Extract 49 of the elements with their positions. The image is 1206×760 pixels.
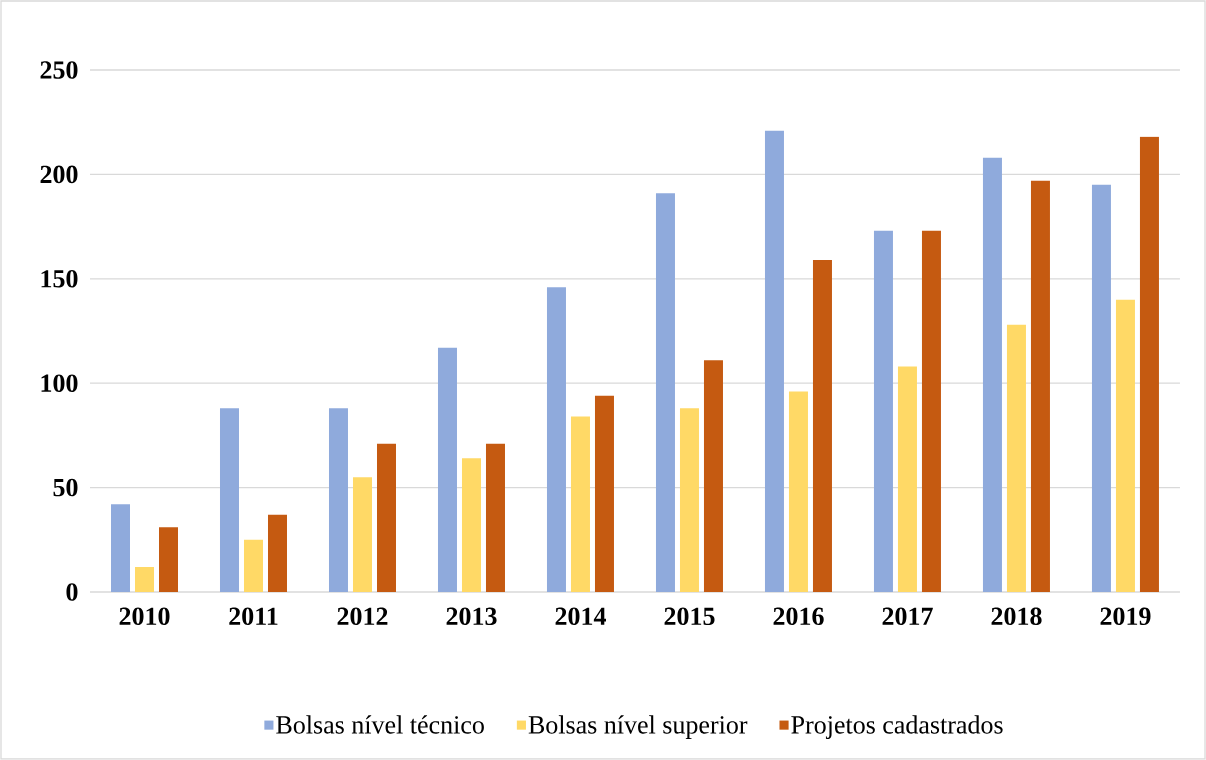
- bar: [352, 477, 372, 592]
- y-tick-label: 0: [66, 583, 78, 601]
- bar: [376, 443, 396, 592]
- bar: [1139, 136, 1159, 592]
- bar: [485, 443, 505, 592]
- bar: [220, 408, 239, 592]
- bar: [437, 347, 457, 592]
- legend-label: Projetos cadastrados: [791, 715, 1003, 739]
- bar: [655, 193, 675, 592]
- bar: [812, 260, 832, 592]
- bar: [788, 391, 808, 592]
- x-tick-label: 2017: [882, 607, 933, 626]
- y-tick-label: 50: [53, 478, 78, 497]
- bar: [546, 287, 566, 592]
- bar: [594, 395, 614, 592]
- bar: [982, 157, 1002, 592]
- bar: [897, 366, 917, 592]
- legend-label: Bolsas nível técnico: [276, 715, 484, 734]
- bar: [268, 514, 287, 592]
- bar: [703, 360, 723, 592]
- x-tick-label: 2018: [991, 607, 1042, 626]
- bar: [921, 230, 941, 592]
- y-tick-label: 150: [41, 270, 78, 288]
- bar: [1030, 180, 1050, 592]
- y-tick-label: 100: [41, 374, 78, 392]
- bar: [111, 504, 130, 592]
- bar: [159, 527, 178, 592]
- bar: [570, 416, 590, 592]
- bar: [135, 566, 154, 592]
- x-tick-label: 2014: [555, 607, 606, 626]
- x-tick-label: 2019: [1100, 607, 1151, 626]
- y-tick-label: 200: [40, 165, 78, 184]
- x-tick-label: 2011: [229, 607, 278, 626]
- x-tick-label: 2012: [337, 607, 388, 626]
- x-tick-label: 2016: [773, 607, 824, 626]
- x-tick-label: 2013: [446, 607, 497, 626]
- y-tick-label: 250: [40, 61, 78, 79]
- legend-label: Bolsas nível superior: [528, 715, 748, 739]
- bar: [679, 408, 699, 592]
- x-tick-label: 2010: [119, 607, 170, 626]
- bar: [1006, 324, 1026, 592]
- x-tick-label: 2015: [664, 607, 715, 626]
- bar: [244, 539, 263, 592]
- bar: [873, 230, 893, 592]
- bar: [461, 458, 481, 592]
- bar: [328, 408, 348, 592]
- bar: [764, 130, 784, 592]
- bar: [1115, 299, 1135, 592]
- bar: [1091, 184, 1111, 592]
